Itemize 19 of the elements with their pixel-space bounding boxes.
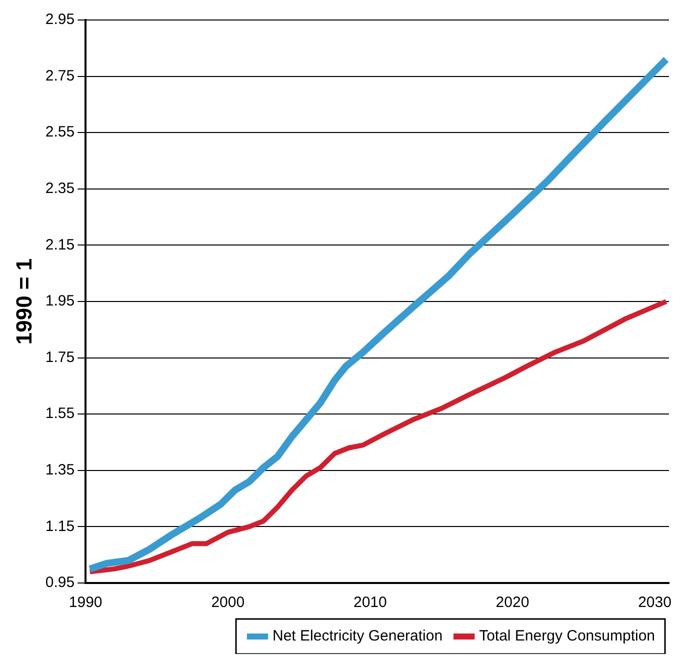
y-tick-label: 1.95	[45, 292, 75, 310]
y-axis-title: 1990 = 1	[11, 258, 36, 345]
y-tick-label: 2.95	[45, 11, 75, 28]
x-tick-label: 2030	[638, 594, 672, 612]
y-tick-label: 2.55	[45, 124, 75, 141]
y-tick-label: 1.55	[45, 405, 75, 422]
x-tick-label: 2000	[211, 594, 245, 612]
y-tick-label: 2.35	[45, 180, 75, 198]
legend-label: Total Energy Consumption	[479, 628, 656, 645]
y-tick-label: 1.15	[45, 518, 75, 535]
x-tick-label: 1990	[68, 594, 102, 612]
x-tick-label: 2010	[353, 594, 387, 612]
y-tick-label: 2.15	[45, 236, 75, 254]
y-tick-label: 2.75	[45, 67, 75, 84]
x-tick-label: 2020	[496, 594, 530, 612]
legend-label: Net Electricity Generation	[272, 628, 443, 645]
y-tick-label: 1.75	[45, 348, 75, 366]
y-tick-label: 0.95	[45, 574, 75, 592]
y-tick-label: 1.35	[45, 462, 75, 479]
